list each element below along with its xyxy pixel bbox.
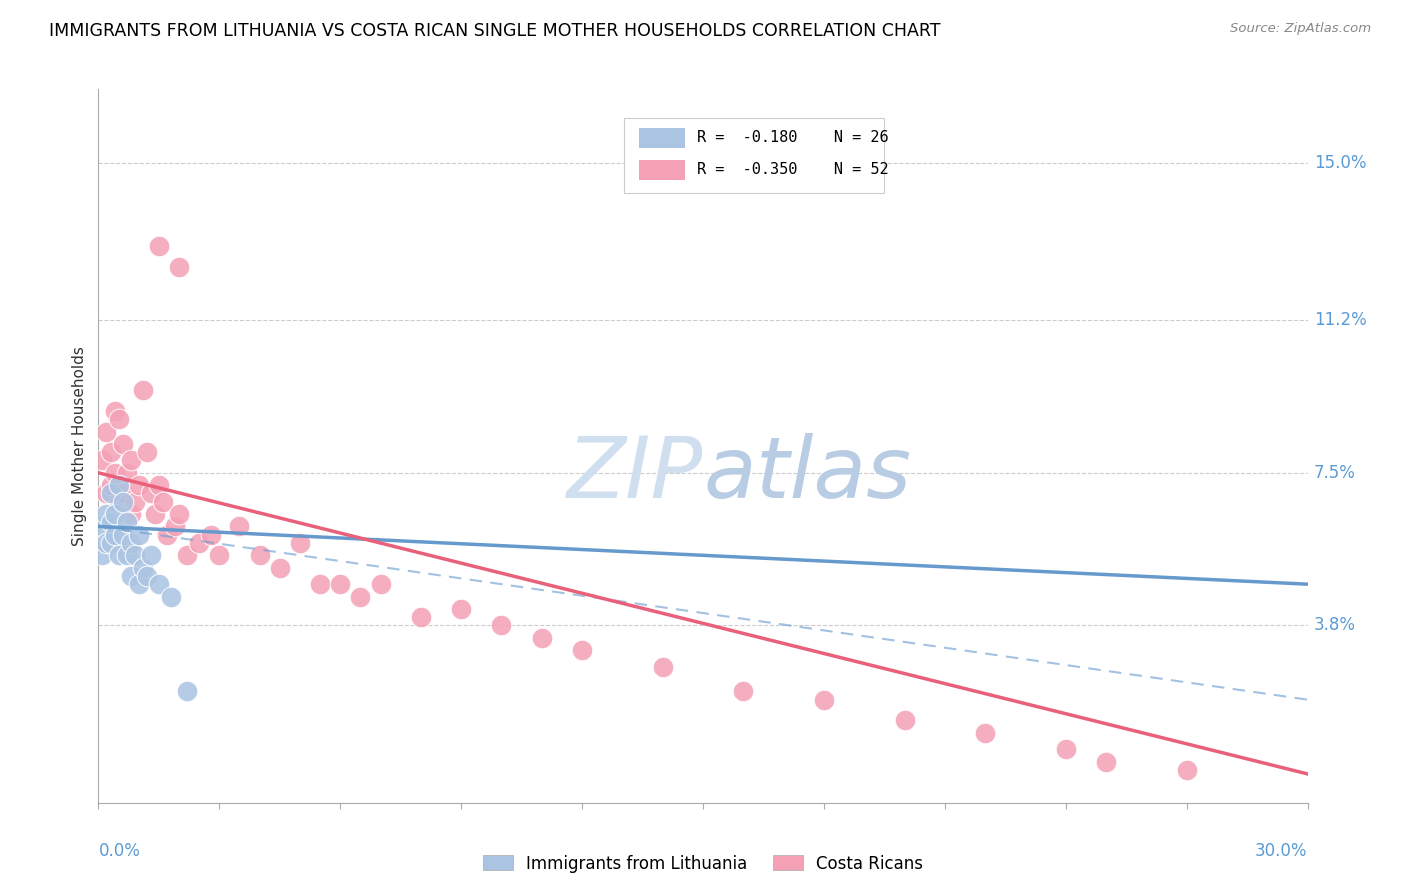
Point xyxy=(1054,742,1077,756)
Point xyxy=(200,527,222,541)
Point xyxy=(409,610,432,624)
Point xyxy=(329,577,352,591)
Text: R =  -0.350    N = 52: R = -0.350 N = 52 xyxy=(697,161,889,177)
Bar xyxy=(638,160,685,180)
Point xyxy=(974,725,997,739)
Point xyxy=(107,549,129,563)
Point xyxy=(269,560,291,574)
Point xyxy=(103,507,125,521)
Point xyxy=(167,507,190,521)
Point xyxy=(120,536,142,550)
Point xyxy=(103,466,125,480)
Point xyxy=(132,560,155,574)
Point xyxy=(100,486,122,500)
Text: 3.8%: 3.8% xyxy=(1313,616,1355,634)
Point xyxy=(167,260,190,274)
Bar xyxy=(638,128,685,148)
Text: 15.0%: 15.0% xyxy=(1313,154,1367,172)
Point xyxy=(91,519,114,533)
Point xyxy=(163,519,186,533)
Point xyxy=(228,519,250,533)
Point xyxy=(132,384,155,398)
Point xyxy=(107,478,129,492)
Point xyxy=(1095,755,1118,769)
Point xyxy=(128,527,150,541)
Point xyxy=(91,453,114,467)
Point xyxy=(148,478,170,492)
Point xyxy=(349,590,371,604)
Point xyxy=(530,631,553,645)
Point xyxy=(176,549,198,563)
Point xyxy=(107,412,129,426)
Point xyxy=(115,516,138,530)
Point xyxy=(96,536,118,550)
Point xyxy=(813,692,835,706)
Point xyxy=(124,494,146,508)
Point xyxy=(128,577,150,591)
Point xyxy=(571,643,593,657)
Point xyxy=(111,527,134,541)
Point xyxy=(96,486,118,500)
Point xyxy=(309,577,332,591)
Point xyxy=(100,478,122,492)
Legend: Immigrants from Lithuania, Costa Ricans: Immigrants from Lithuania, Costa Ricans xyxy=(477,848,929,880)
Point xyxy=(893,714,915,728)
Text: 0.0%: 0.0% xyxy=(98,842,141,860)
Point xyxy=(1175,763,1198,777)
Point xyxy=(370,577,392,591)
Point xyxy=(120,569,142,583)
Text: Source: ZipAtlas.com: Source: ZipAtlas.com xyxy=(1230,22,1371,36)
Point xyxy=(115,466,138,480)
Point xyxy=(115,549,138,563)
Text: R =  -0.180    N = 26: R = -0.180 N = 26 xyxy=(697,130,889,145)
Point xyxy=(148,239,170,253)
Point xyxy=(96,507,118,521)
Point xyxy=(124,549,146,563)
Point xyxy=(100,445,122,459)
Point xyxy=(491,618,513,632)
Point xyxy=(188,536,211,550)
Text: 30.0%: 30.0% xyxy=(1256,842,1308,860)
Point xyxy=(139,549,162,563)
Point xyxy=(120,453,142,467)
Point xyxy=(156,527,179,541)
Text: 11.2%: 11.2% xyxy=(1313,311,1367,329)
Point xyxy=(160,590,183,604)
Point xyxy=(733,684,755,698)
Point xyxy=(128,478,150,492)
Text: atlas: atlas xyxy=(703,433,911,516)
Point xyxy=(111,486,134,500)
Point xyxy=(111,494,134,508)
Point xyxy=(651,659,673,673)
Point xyxy=(120,507,142,521)
Point xyxy=(143,507,166,521)
Point xyxy=(91,549,114,563)
Point xyxy=(176,684,198,698)
FancyBboxPatch shape xyxy=(624,118,884,193)
Y-axis label: Single Mother Households: Single Mother Households xyxy=(72,346,87,546)
Point xyxy=(103,404,125,418)
Point xyxy=(107,494,129,508)
Point xyxy=(152,494,174,508)
Point xyxy=(135,569,157,583)
Point xyxy=(450,602,472,616)
Text: 7.5%: 7.5% xyxy=(1313,464,1355,482)
Point xyxy=(148,577,170,591)
Text: IMMIGRANTS FROM LITHUANIA VS COSTA RICAN SINGLE MOTHER HOUSEHOLDS CORRELATION CH: IMMIGRANTS FROM LITHUANIA VS COSTA RICAN… xyxy=(49,22,941,40)
Text: ZIP: ZIP xyxy=(567,433,703,516)
Point xyxy=(100,536,122,550)
Point xyxy=(249,549,271,563)
Point xyxy=(139,486,162,500)
Point xyxy=(100,516,122,530)
Point xyxy=(96,425,118,439)
Point xyxy=(111,437,134,451)
Point xyxy=(288,536,311,550)
Point xyxy=(208,549,231,563)
Point xyxy=(135,445,157,459)
Point xyxy=(103,527,125,541)
